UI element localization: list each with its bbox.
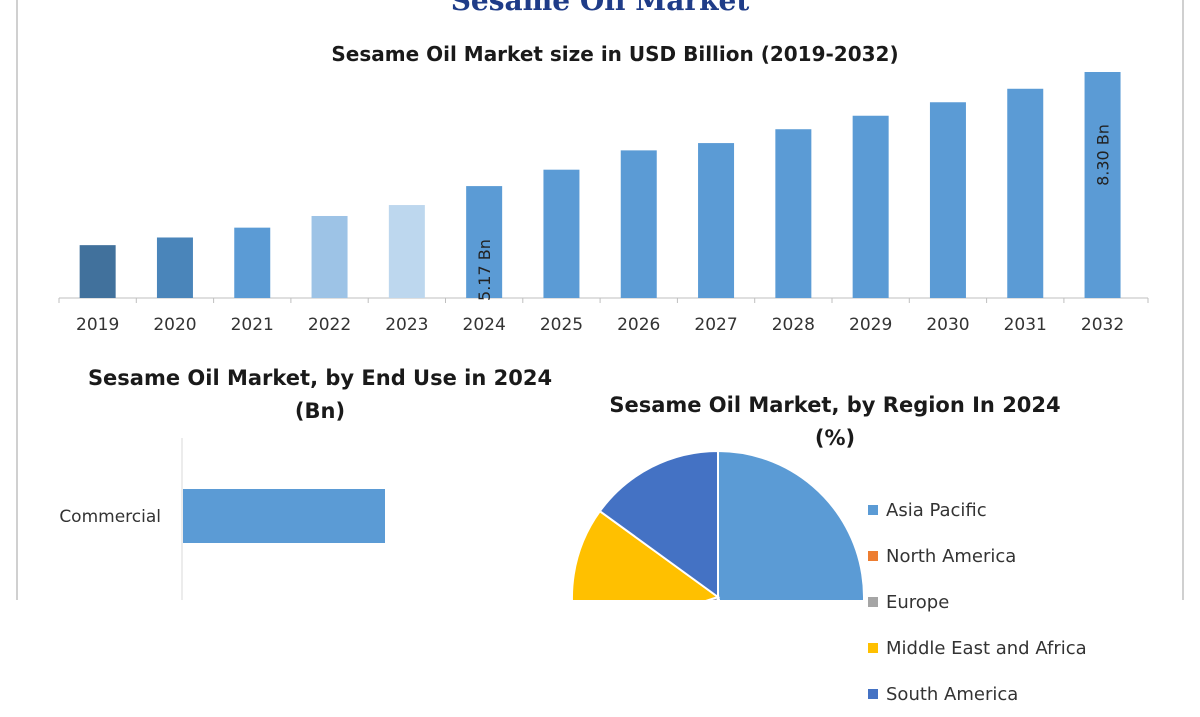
x-tick-label-2028: 2028: [772, 315, 815, 335]
x-tick-label-2024: 2024: [463, 315, 506, 335]
legend-swatch: [868, 505, 878, 515]
x-tick-label-2020: 2020: [153, 315, 196, 335]
bar-2028: [775, 129, 812, 298]
legend-item-north-america: North America: [868, 533, 1087, 579]
bar-2021: [234, 227, 271, 298]
legend-swatch: [868, 551, 878, 561]
legend-item-europe: Europe: [868, 579, 1087, 625]
x-tick-label-2019: 2019: [76, 315, 119, 335]
end-use-title-line2: (Bn): [294, 399, 346, 423]
x-tick-label-2027: 2027: [694, 315, 737, 335]
pie-slice-middle-east-and-africa: [571, 509, 721, 600]
bar-2020: [156, 237, 193, 298]
x-tick-label-2022: 2022: [308, 315, 351, 335]
x-tick-label-2023: 2023: [385, 315, 428, 335]
bar-2031: [1007, 88, 1044, 299]
bar-2029: [852, 115, 889, 298]
legend-item-middle-east-and-africa: Middle East and Africa: [868, 625, 1087, 671]
end-use-title-line1: Sesame Oil Market, by End Use in 2024: [87, 366, 553, 390]
pie-slice-europe: [705, 595, 720, 600]
legend-swatch: [868, 643, 878, 653]
market-size-chart: 2019 2020 2021 2022 2023 2024 5.17 Bn 2025 2026 2…: [58, 72, 1149, 600]
x-tick-label-2030: 2030: [926, 315, 969, 335]
legend-label: North America: [886, 545, 1017, 567]
pie-slice-asia-pacific: [717, 449, 865, 600]
legend-swatch: [868, 597, 878, 607]
bar-2030: [929, 102, 966, 298]
region-title-line2: (%): [814, 426, 856, 450]
legend-item-south-america: South America: [868, 671, 1087, 717]
bar-2026: [620, 150, 657, 298]
end-use-chart-title: Sesame Oil Market, by End Use in 2024 (B…: [40, 362, 600, 428]
legend-item-asia-pacific: Asia Pacific: [868, 487, 1087, 533]
bar-2025: [543, 169, 580, 298]
x-tick-label-2031: 2031: [1004, 315, 1047, 335]
infographic-frame: [16, 0, 1184, 600]
market-size-chart-title: Sesame Oil Market size in USD Billion (2…: [331, 42, 899, 66]
region-chart-title: Sesame Oil Market, by Region In 2024 (%): [560, 389, 1110, 455]
bar-2022: [311, 215, 348, 298]
bar-2019: [79, 245, 116, 298]
data-label-2024: 5.17 Bn: [475, 239, 494, 301]
pie-slice-south-america: [598, 449, 719, 599]
legend-label: Europe: [886, 591, 950, 613]
legend-label: Asia Pacific: [886, 499, 987, 521]
bar-2032: [1084, 72, 1121, 298]
legend-label: Middle East and Africa: [886, 637, 1087, 659]
x-tick-label-2032: 2032: [1081, 315, 1124, 335]
x-tick-label-2025: 2025: [540, 315, 583, 335]
bar-2027: [698, 143, 735, 298]
page-title: Sesame Oil Market: [450, 0, 750, 17]
end-use-bar-commercial: [183, 489, 385, 543]
region-title-line1: Sesame Oil Market, by Region In 2024: [609, 393, 1061, 417]
x-tick-label-2029: 2029: [849, 315, 892, 335]
end-use-label-commercial: Commercial: [59, 507, 161, 527]
x-tick-label-2026: 2026: [617, 315, 660, 335]
bar-2023: [388, 205, 425, 298]
x-tick-label-2021: 2021: [231, 315, 274, 335]
legend-swatch: [868, 689, 878, 699]
legend-label: South America: [886, 683, 1019, 705]
data-label-2032: 8.30 Bn: [1094, 124, 1113, 186]
bar-2024: [466, 186, 503, 298]
region-legend: Asia Pacific North America Europe Middle Ea…: [868, 487, 1087, 717]
